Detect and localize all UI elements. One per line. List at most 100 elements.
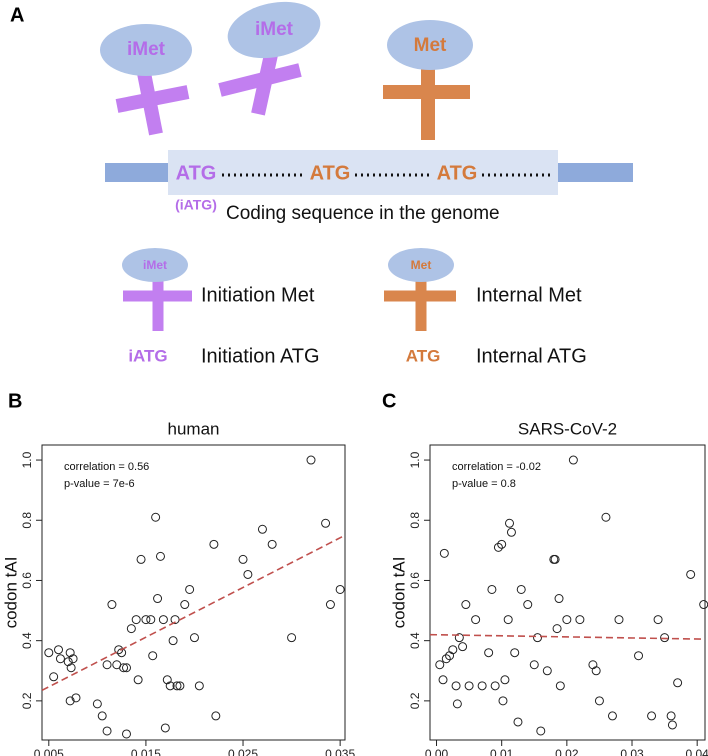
x-tick-label: 0.00 (425, 747, 449, 756)
trna-label: iMet (127, 39, 166, 60)
point (461, 600, 471, 610)
x-tick-label: 0.005 (34, 747, 64, 756)
point (243, 569, 253, 579)
point (451, 681, 461, 691)
point (550, 554, 560, 564)
point (65, 696, 75, 706)
point (536, 726, 546, 736)
point (146, 615, 156, 625)
point (126, 624, 136, 634)
point (516, 584, 526, 594)
codon: ATG (437, 162, 478, 184)
y-axis-label: codon tAI (1, 557, 20, 629)
point (487, 584, 497, 594)
panel-label: B (8, 390, 22, 412)
panel-label: A (10, 4, 24, 26)
point (523, 600, 533, 610)
point (267, 539, 277, 549)
genome-caption: Coding sequence in the genome (226, 203, 500, 224)
point (71, 693, 81, 703)
point (562, 615, 572, 625)
legend-symbol: iMet (143, 258, 167, 272)
point (44, 648, 54, 658)
point (452, 699, 462, 709)
point (97, 711, 107, 721)
y-tick-label: 0.2 (408, 692, 422, 709)
point (510, 648, 520, 658)
point (588, 660, 598, 670)
y-tick-label: 0.6 (20, 572, 34, 589)
trend-line (41, 534, 346, 692)
point (194, 681, 204, 691)
point (673, 678, 683, 688)
point (185, 584, 195, 594)
point (498, 696, 508, 706)
point (575, 615, 585, 625)
point (607, 711, 617, 721)
point (464, 681, 474, 691)
point (238, 554, 248, 564)
point (107, 600, 117, 610)
point (439, 548, 449, 558)
legend-label: Internal Met (476, 284, 582, 306)
trend-line (429, 633, 706, 640)
point (151, 512, 161, 522)
y-tick-label: 0.2 (20, 692, 34, 709)
point (568, 455, 578, 465)
y-tick-label: 0.4 (20, 632, 34, 649)
annotation: p-value = 0.8 (452, 478, 516, 490)
codon: ATG (176, 162, 217, 184)
y-tick-label: 0.6 (408, 572, 422, 589)
point (497, 539, 507, 549)
point (335, 584, 345, 594)
point (634, 651, 644, 661)
legend-trna: Met (384, 248, 456, 331)
point (63, 657, 73, 667)
panel-label: C (382, 390, 396, 412)
x-tick-label: 0.035 (325, 747, 355, 756)
legend-trna: iMet (122, 248, 192, 331)
point (133, 675, 143, 685)
point (493, 542, 503, 552)
point (180, 600, 190, 610)
plot-frame (429, 444, 706, 741)
point (162, 675, 172, 685)
point (471, 615, 481, 625)
point (458, 642, 468, 652)
point (505, 518, 515, 528)
legend-label: Initiation ATG (201, 345, 320, 367)
point (552, 624, 562, 634)
point (591, 666, 601, 676)
trna-label: iMet (255, 19, 294, 40)
point (484, 648, 494, 658)
trna: iMet (100, 24, 192, 136)
x-tick-label: 0.03 (620, 747, 644, 756)
init-note: (iATG) (175, 197, 217, 213)
point (211, 711, 221, 721)
legend-label: Initiation Met (201, 284, 315, 306)
point (490, 681, 500, 691)
point (506, 527, 516, 537)
point (500, 675, 510, 685)
point (306, 455, 316, 465)
point (699, 600, 708, 610)
point (136, 554, 146, 564)
point (189, 633, 199, 643)
point (666, 711, 676, 721)
y-axis-label: codon tAI (389, 557, 408, 629)
point (438, 675, 448, 685)
point (153, 594, 163, 604)
point (102, 726, 112, 736)
point (165, 681, 175, 691)
point (49, 672, 59, 682)
point (148, 651, 158, 661)
point (160, 723, 170, 733)
point (477, 681, 487, 691)
y-tick-label: 0.8 (408, 512, 422, 529)
point (614, 615, 624, 625)
point (55, 654, 65, 664)
plot-frame (41, 444, 346, 741)
legend-label: Internal ATG (476, 345, 587, 367)
chart-title: SARS-CoV-2 (518, 419, 617, 438)
